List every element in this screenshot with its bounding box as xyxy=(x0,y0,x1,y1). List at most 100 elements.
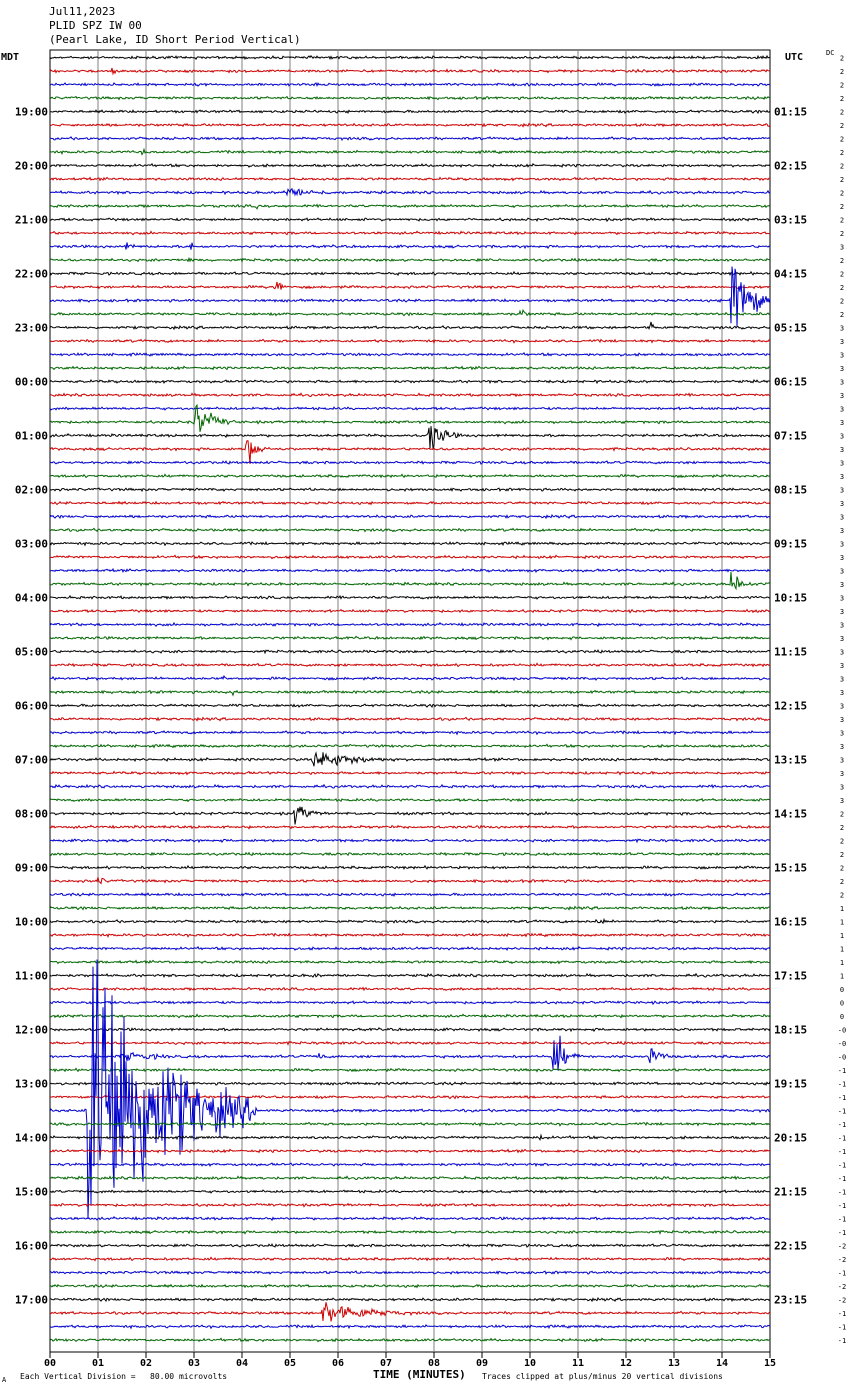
x-tick-label: 00 xyxy=(44,1358,56,1369)
trace-91 xyxy=(49,1283,771,1289)
dc-offset-label: -1 xyxy=(838,1135,846,1143)
trace-80 xyxy=(49,1133,771,1141)
x-tick-label: 06 xyxy=(332,1358,344,1369)
trace-93 xyxy=(49,1302,771,1322)
dc-offset-label: 1 xyxy=(840,919,844,927)
left-time-label: 21:00 xyxy=(15,214,48,227)
dc-offset-label: -1 xyxy=(838,1324,846,1332)
trace-52 xyxy=(49,751,771,767)
right-time-label: 07:15 xyxy=(774,430,807,443)
right-time-label: 17:15 xyxy=(774,970,807,983)
x-tick-label: 07 xyxy=(380,1358,392,1369)
trace-0 xyxy=(49,54,771,61)
trace-11 xyxy=(49,203,771,210)
trace-25 xyxy=(49,392,771,398)
trace-42 xyxy=(49,621,771,628)
dc-offset-label: -2 xyxy=(838,1283,846,1291)
trace-64 xyxy=(49,917,771,925)
right-time-label: 01:15 xyxy=(774,106,807,119)
right-time-label: 05:15 xyxy=(774,322,807,335)
dc-offset-label: 2 xyxy=(840,82,844,90)
dc-offset-label: 3 xyxy=(840,325,844,333)
header-description: (Pearl Lake, ID Short Period Vertical) xyxy=(49,33,301,46)
trace-83 xyxy=(49,1175,771,1181)
dc-offset-label: 2 xyxy=(840,271,844,279)
dc-offset-label: -1 xyxy=(838,1081,846,1089)
right-axis-title: UTC xyxy=(785,52,804,63)
dc-offset-label: 1 xyxy=(840,905,844,913)
dc-offset-label: 2 xyxy=(840,176,844,184)
trace-46 xyxy=(50,674,771,682)
trace-10 xyxy=(49,187,771,197)
trace-86 xyxy=(50,1215,771,1222)
trace-65 xyxy=(49,932,771,938)
dc-offset-label: -2 xyxy=(838,1297,846,1305)
trace-8 xyxy=(49,163,771,168)
trace-2 xyxy=(49,82,770,87)
dc-offset-label: 3 xyxy=(840,689,844,697)
trace-3 xyxy=(49,95,771,101)
trace-20 xyxy=(49,321,771,331)
dc-offset-label: 2 xyxy=(840,149,844,157)
dc-offset-label: 3 xyxy=(840,554,844,562)
trace-84 xyxy=(49,1189,771,1194)
trace-21 xyxy=(50,338,771,344)
dc-offset-label: -0 xyxy=(838,1054,846,1062)
dc-title: DC xyxy=(826,49,835,57)
dc-offset-label: -1 xyxy=(838,1337,846,1345)
dc-offset-label: 3 xyxy=(840,365,844,373)
axis-labels: 00 01 02 03 04 05 06 07 08 09 10 11 12 13 14 1522222222… xyxy=(15,55,846,1370)
dc-offset-label: 3 xyxy=(840,541,844,549)
right-time-label: 22:15 xyxy=(774,1240,807,1253)
trace-82 xyxy=(49,1162,771,1168)
x-tick-label: 09 xyxy=(476,1358,488,1369)
left-time-label: 01:00 xyxy=(15,430,48,443)
dc-offset-label: -1 xyxy=(838,1162,846,1170)
dc-offset-label: 3 xyxy=(840,716,844,724)
trace-47 xyxy=(49,689,771,697)
right-time-label: 04:15 xyxy=(774,268,807,281)
trace-29 xyxy=(49,440,771,464)
trace-41 xyxy=(49,608,771,614)
left-time-label: 08:00 xyxy=(15,808,48,821)
trace-34 xyxy=(49,513,771,520)
dc-offset-label: 3 xyxy=(840,379,844,387)
dc-offset-label: 0 xyxy=(840,1013,844,1021)
dc-offset-label: 2 xyxy=(840,865,844,873)
trace-49 xyxy=(49,716,771,722)
dc-offset-label: 3 xyxy=(840,392,844,400)
right-time-label: 19:15 xyxy=(774,1078,807,1091)
x-tick-label: 03 xyxy=(188,1358,200,1369)
left-time-label: 16:00 xyxy=(15,1240,48,1253)
dc-offset-label: 3 xyxy=(840,338,844,346)
x-tick-label: 11 xyxy=(572,1358,584,1369)
dc-offset-label: 0 xyxy=(840,986,844,994)
left-time-label: 11:00 xyxy=(15,970,48,983)
left-time-label: 07:00 xyxy=(15,754,48,767)
dc-offset-label: -0 xyxy=(838,1027,846,1035)
trace-43 xyxy=(49,635,771,641)
trace-53 xyxy=(49,770,771,776)
trace-26 xyxy=(49,406,771,411)
header-date: Jul11,2023 xyxy=(49,5,116,18)
dc-offset-label: 3 xyxy=(840,244,844,252)
x-tick-label: 13 xyxy=(668,1358,680,1369)
dc-offset-label: 3 xyxy=(840,608,844,616)
trace-50 xyxy=(49,730,771,736)
dc-offset-label: -1 xyxy=(838,1189,846,1197)
trace-57 xyxy=(49,824,771,830)
trace-67 xyxy=(49,959,771,965)
dc-offset-label: -2 xyxy=(838,1256,846,1264)
dc-offset-label: 3 xyxy=(840,352,844,360)
trace-44 xyxy=(49,649,771,655)
dc-offset-label: -1 xyxy=(838,1270,846,1278)
trace-32 xyxy=(49,487,771,493)
right-time-label: 02:15 xyxy=(774,160,807,173)
left-time-label: 12:00 xyxy=(15,1024,48,1037)
right-time-label: 15:15 xyxy=(774,862,807,875)
dc-offset-label: -1 xyxy=(838,1202,846,1210)
trace-18 xyxy=(49,266,771,328)
trace-31 xyxy=(49,473,771,479)
trace-55 xyxy=(49,797,771,803)
